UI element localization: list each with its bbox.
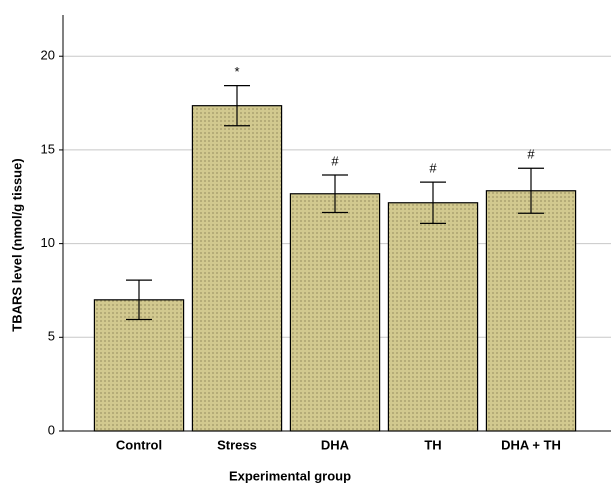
x-axis-title: Experimental group bbox=[229, 468, 351, 483]
x-tick-label: Control bbox=[116, 437, 162, 452]
bar-texture bbox=[485, 190, 577, 432]
y-tick-label: 10 bbox=[41, 235, 55, 250]
error-bar bbox=[224, 85, 250, 127]
annotation: * bbox=[234, 64, 239, 79]
x-tick-label: DHA + TH bbox=[501, 437, 561, 452]
annotation: # bbox=[331, 153, 339, 168]
x-tick-label: DHA bbox=[321, 437, 350, 452]
y-tick-label: 5 bbox=[48, 329, 55, 344]
y-axis-title: TBARS level (nmol/g tissue) bbox=[9, 158, 24, 331]
bar-texture bbox=[93, 299, 185, 432]
error-bar bbox=[322, 174, 348, 214]
annotation: # bbox=[527, 147, 535, 162]
error-bar bbox=[126, 279, 152, 321]
x-tick-label: TH bbox=[424, 437, 441, 452]
y-tick-label: 0 bbox=[48, 422, 55, 437]
error-bar bbox=[420, 181, 446, 224]
bar-texture bbox=[387, 202, 479, 432]
x-tick-label: Stress bbox=[217, 437, 257, 452]
y-tick-label: 15 bbox=[41, 141, 55, 156]
annotation: # bbox=[429, 161, 437, 176]
error-bar bbox=[518, 167, 544, 214]
y-tick-label: 20 bbox=[41, 48, 55, 63]
bar-texture bbox=[289, 193, 381, 432]
bar-texture bbox=[191, 105, 283, 432]
